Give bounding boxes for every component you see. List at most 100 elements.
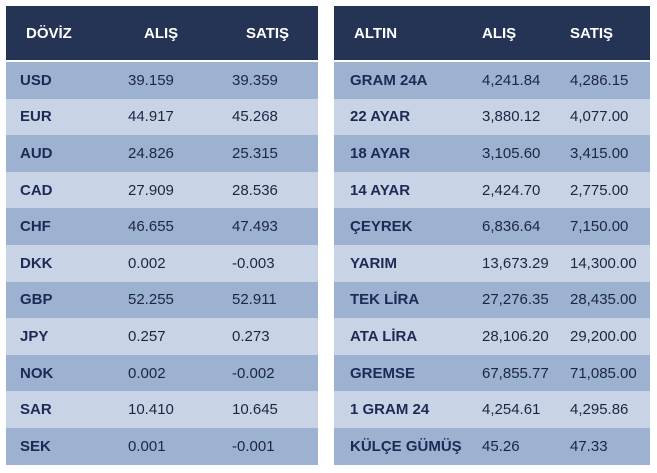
currency-cell-sell: -0.003 <box>232 254 275 272</box>
gold-cell-sell: 29,200.00 <box>570 327 637 345</box>
currency-cell-buy: 52.255 <box>128 291 174 309</box>
gold-row: 22 AYAR 3,880.12 4,077.00 <box>334 98 650 136</box>
currency-header-name: DÖVİZ <box>26 24 72 42</box>
currency-cell-sell: 28.536 <box>232 181 278 199</box>
gold-cell-buy: 67,855.77 <box>482 364 549 382</box>
currency-row: NOK 0.002 -0.002 <box>6 354 318 392</box>
currency-cell-buy: 10.410 <box>128 401 174 419</box>
currency-cell-name: USD <box>20 71 52 89</box>
gold-row: GRAM 24A 4,241.84 4,286.15 <box>334 62 650 99</box>
gold-cell-sell: 71,085.00 <box>570 364 637 382</box>
gold-cell-name: YARIM <box>350 254 397 272</box>
currency-cell-sell: 10.645 <box>232 401 278 419</box>
gold-table-header: ALTIN ALIŞ SATIŞ <box>334 6 650 60</box>
currency-row: DKK 0.002 -0.003 <box>6 244 318 282</box>
gold-cell-sell: 7,150.00 <box>570 218 629 236</box>
currency-cell-buy: 0.002 <box>128 364 166 382</box>
gold-row: TEK LİRA 27,276.35 28,435.00 <box>334 281 650 319</box>
gold-cell-sell: 47.33 <box>570 437 608 455</box>
currency-cell-name: SAR <box>20 401 52 419</box>
currency-cell-sell: -0.001 <box>232 437 275 455</box>
currency-cell-buy: 0.002 <box>128 254 166 272</box>
currency-cell-name: GBP <box>20 291 53 309</box>
currency-cell-name: CAD <box>20 181 53 199</box>
gold-cell-buy: 4,254.61 <box>482 401 541 419</box>
currency-cell-sell: -0.002 <box>232 364 275 382</box>
gold-table: ALTIN ALIŞ SATIŞ GRAM 24A 4,241.84 4,286.1… <box>334 6 650 467</box>
currency-row: GBP 52.255 52.911 <box>6 281 318 319</box>
gold-cell-buy: 45.26 <box>482 437 520 455</box>
gold-cell-name: TEK LİRA <box>350 291 420 309</box>
currency-header-buy: ALIŞ <box>144 24 179 42</box>
gold-cell-name: ÇEYREK <box>350 218 413 236</box>
gold-cell-buy: 13,673.29 <box>482 254 549 272</box>
gold-cell-name: KÜLÇE GÜMÜŞ <box>350 437 462 455</box>
gold-cell-buy: 2,424.70 <box>482 181 541 199</box>
gold-row: 18 AYAR 3,105.60 3,415.00 <box>334 135 650 172</box>
gold-row: 1 GRAM 24 4,254.61 4,295.86 <box>334 391 650 428</box>
currency-cell-sell: 39.359 <box>232 71 278 89</box>
currency-table-header: DÖVİZ ALIŞ SATIŞ <box>6 6 318 60</box>
currency-cell-sell: 47.493 <box>232 218 278 236</box>
gold-header-buy: ALIŞ <box>482 24 517 42</box>
currency-header-sell: SATIŞ <box>246 24 290 42</box>
gold-cell-buy: 4,241.84 <box>482 71 541 89</box>
gold-cell-sell: 4,286.15 <box>570 71 629 89</box>
currency-row: SAR 10.410 10.645 <box>6 391 318 428</box>
gold-cell-sell: 4,295.86 <box>570 401 629 419</box>
gold-cell-name: 18 AYAR <box>350 144 411 162</box>
gold-row: 14 AYAR 2,424.70 2,775.00 <box>334 171 650 209</box>
gold-row: GREMSE 67,855.77 71,085.00 <box>334 354 650 392</box>
currency-cell-name: NOK <box>20 364 54 382</box>
currency-cell-buy: 24.826 <box>128 144 174 162</box>
gold-cell-buy: 3,105.60 <box>482 144 541 162</box>
gold-cell-buy: 27,276.35 <box>482 291 549 309</box>
gold-cell-sell: 4,077.00 <box>570 108 629 126</box>
gold-cell-sell: 3,415.00 <box>570 144 629 162</box>
gold-cell-buy: 28,106.20 <box>482 327 549 345</box>
gold-table-body: GRAM 24A 4,241.84 4,286.15 22 AYAR 3,880.12 4… <box>334 62 650 465</box>
currency-cell-sell: 45.268 <box>232 108 278 126</box>
currency-cell-name: DKK <box>20 254 53 272</box>
currency-cell-name: AUD <box>20 144 53 162</box>
gold-cell-name: 14 AYAR <box>350 181 411 199</box>
gold-header-name: ALTIN <box>354 24 398 42</box>
gold-cell-sell: 28,435.00 <box>570 291 637 309</box>
gold-cell-name: ATA LİRA <box>350 327 418 345</box>
currency-row: USD 39.159 39.359 <box>6 62 318 99</box>
currency-row: SEK 0.001 -0.001 <box>6 427 318 465</box>
currency-row: CAD 27.909 28.536 <box>6 171 318 209</box>
currency-cell-buy: 46.655 <box>128 218 174 236</box>
currency-cell-name: CHF <box>20 218 51 236</box>
currency-row: JPY 0.257 0.273 <box>6 318 318 355</box>
gold-cell-sell: 14,300.00 <box>570 254 637 272</box>
gold-row: ÇEYREK 6,836.64 7,150.00 <box>334 208 650 245</box>
currency-cell-buy: 0.257 <box>128 327 166 345</box>
gold-cell-buy: 6,836.64 <box>482 218 541 236</box>
currency-table-body: USD 39.159 39.359 EUR 44.917 45.268 AUD 24.826 2… <box>6 62 318 465</box>
currency-cell-name: EUR <box>20 108 52 126</box>
currency-cell-sell: 0.273 <box>232 327 270 345</box>
gold-header-sell: SATIŞ <box>570 24 614 42</box>
gold-cell-name: 22 AYAR <box>350 108 411 126</box>
gold-cell-name: GRAM 24A <box>350 71 428 89</box>
gold-cell-buy: 3,880.12 <box>482 108 541 126</box>
currency-row: AUD 24.826 25.315 <box>6 135 318 172</box>
currency-cell-name: JPY <box>20 327 49 345</box>
currency-cell-buy: 39.159 <box>128 71 174 89</box>
gold-cell-name: GREMSE <box>350 364 416 382</box>
currency-row: EUR 44.917 45.268 <box>6 98 318 136</box>
currency-cell-buy: 44.917 <box>128 108 174 126</box>
currency-cell-sell: 52.911 <box>232 291 277 309</box>
currency-row: CHF 46.655 47.493 <box>6 208 318 245</box>
currency-table: DÖVİZ ALIŞ SATIŞ USD 39.159 39.359 EUR 44.91… <box>6 6 318 467</box>
gold-row: KÜLÇE GÜMÜŞ 45.26 47.33 <box>334 427 650 465</box>
gold-row: YARIM 13,673.29 14,300.00 <box>334 244 650 282</box>
currency-cell-buy: 27.909 <box>128 181 174 199</box>
gold-cell-name: 1 GRAM 24 <box>350 401 430 419</box>
currency-cell-name: SEK <box>20 437 51 455</box>
currency-cell-sell: 25.315 <box>232 144 278 162</box>
gold-cell-sell: 2,775.00 <box>570 181 629 199</box>
gold-row: ATA LİRA 28,106.20 29,200.00 <box>334 318 650 355</box>
currency-cell-buy: 0.001 <box>128 437 166 455</box>
